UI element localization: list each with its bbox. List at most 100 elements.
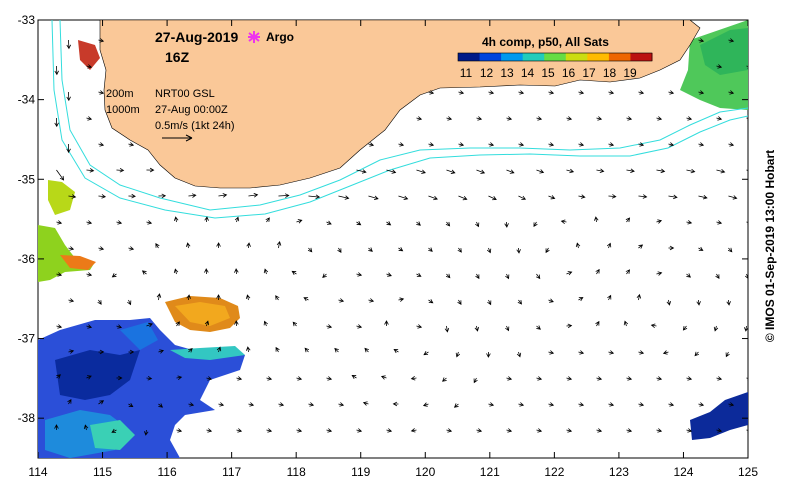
current-arrow	[98, 349, 105, 355]
current-arrow	[506, 376, 513, 381]
current-arrow	[474, 325, 480, 332]
current-arrow	[716, 376, 723, 381]
current-arrow	[128, 349, 135, 355]
current-arrow	[176, 428, 183, 433]
current-arrow	[746, 169, 748, 171]
current-arrow	[506, 116, 513, 121]
current-arrow	[536, 428, 543, 433]
colorbar-tick-label: 18	[603, 66, 617, 80]
colorbar-segment	[565, 53, 588, 61]
current-arrow	[188, 402, 195, 407]
current-arrow	[505, 325, 510, 332]
current-arrow	[386, 272, 392, 277]
current-arrow	[725, 351, 730, 358]
current-arrow	[398, 142, 405, 147]
current-arrow	[446, 428, 453, 433]
current-arrow	[263, 268, 269, 275]
current-arrow	[304, 347, 310, 353]
current-arrow	[66, 91, 71, 102]
current-arrow	[68, 194, 77, 199]
current-arrow	[204, 320, 210, 327]
current-arrow	[186, 294, 191, 301]
current-arrow	[728, 142, 735, 147]
current-arrow	[66, 39, 72, 50]
current-arrow	[111, 428, 117, 433]
current-arrow	[296, 376, 303, 381]
current-arrow	[506, 169, 515, 174]
current-arrow	[746, 377, 748, 381]
current-arrow	[608, 350, 615, 355]
current-arrow	[548, 142, 555, 147]
lon-tick-label: 124	[673, 465, 693, 479]
contour-200m	[59, 20, 748, 211]
current-arrow	[548, 90, 555, 95]
current-arrow	[428, 90, 435, 95]
current-arrow	[308, 194, 321, 200]
current-arrow	[578, 350, 585, 355]
current-arrow	[216, 242, 221, 249]
current-arrow	[458, 142, 465, 147]
current-arrow	[575, 242, 581, 249]
current-arrow	[518, 142, 525, 147]
sst-patch-warm-eddy	[165, 296, 240, 332]
current-arrow	[185, 242, 191, 249]
current-arrow	[116, 220, 123, 225]
current-arrow	[476, 169, 486, 174]
current-arrow	[98, 246, 105, 251]
sst-patch-southwest	[38, 318, 245, 458]
current-arrow	[56, 169, 65, 181]
current-arrow	[626, 428, 633, 433]
current-arrow	[715, 273, 720, 280]
current-arrow	[656, 271, 663, 276]
current-arrow	[716, 428, 723, 433]
current-arrow	[356, 169, 367, 174]
lon-tick-label: 119	[351, 465, 370, 479]
current-arrow	[86, 272, 93, 277]
colorbar-segment	[458, 53, 481, 61]
current-arrow	[146, 220, 153, 225]
current-arrow	[488, 402, 495, 407]
colorbar-frame	[457, 52, 653, 62]
current-arrow	[716, 64, 723, 69]
current-arrow	[364, 347, 369, 353]
current-arrow	[535, 273, 541, 280]
current-arrow	[686, 273, 692, 278]
colorbar-tick-label: 14	[521, 66, 535, 80]
current-arrow	[351, 374, 357, 380]
current-arrow	[518, 402, 525, 407]
current-arrow	[398, 297, 405, 302]
current-arrow	[743, 325, 748, 332]
colorbar-segment	[630, 53, 653, 61]
current-arrow	[116, 167, 125, 173]
current-arrow	[246, 242, 251, 249]
colorbar-segment	[501, 53, 524, 61]
current-arrow	[356, 272, 363, 277]
current-arrow	[146, 322, 153, 328]
current-arrow	[275, 346, 280, 353]
current-arrow	[356, 221, 362, 226]
current-arrow	[54, 117, 59, 128]
current-arrow	[155, 243, 160, 249]
current-arrow	[595, 320, 600, 327]
current-arrow	[578, 142, 585, 147]
current-arrow	[278, 193, 290, 198]
current-arrow	[66, 143, 71, 154]
current-arrow	[338, 195, 350, 200]
current-arrow	[596, 116, 603, 121]
current-arrow	[83, 424, 89, 431]
current-arrow	[638, 194, 648, 199]
current-arrow	[488, 142, 495, 147]
current-arrow	[188, 348, 193, 353]
current-arrow	[608, 194, 617, 199]
current-arrow	[698, 142, 705, 147]
current-arrow	[626, 116, 633, 121]
current-arrow	[516, 351, 522, 358]
current-arrow	[536, 325, 541, 330]
current-arrow	[566, 168, 575, 174]
current-arrow	[428, 299, 434, 304]
current-arrow	[476, 116, 483, 121]
colorbar-segment	[587, 53, 610, 61]
lon-tick-label: 118	[287, 465, 306, 479]
current-arrow	[158, 349, 165, 354]
